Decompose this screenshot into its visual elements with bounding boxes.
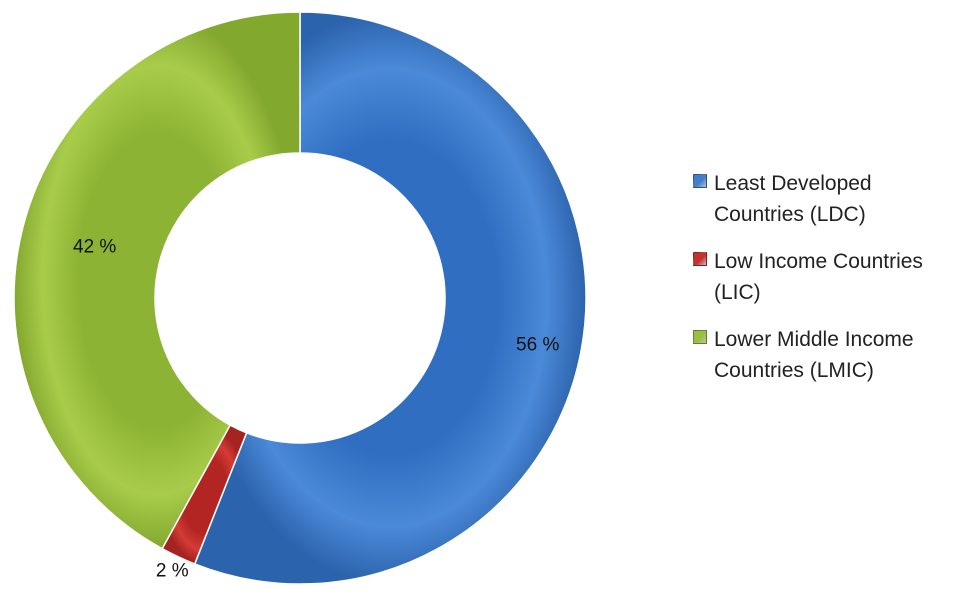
legend: Least Developed Countries (LDC) Low Inco… [693, 168, 955, 402]
legend-swatch-lic [693, 252, 707, 266]
legend-label-lmic: Lower Middle Income Countries (LMIC) [714, 328, 914, 382]
legend-label-lic: Low Income Countries (LIC) [714, 250, 923, 304]
legend-item-lic: Low Income Countries (LIC) [693, 246, 955, 308]
legend-item-lmic: Lower Middle Income Countries (LMIC) [693, 324, 955, 386]
data-label-ldc: 56 % [516, 334, 559, 355]
legend-swatch-lmic [693, 330, 707, 344]
slice-ldc [193, 11, 587, 585]
legend-item-ldc: Least Developed Countries (LDC) [693, 168, 955, 230]
data-label-lmic: 42 % [73, 236, 116, 257]
slice-lmic [13, 11, 301, 550]
donut-chart: 56 % 2 % 42 % [13, 11, 587, 585]
data-labels: 56 % 2 % 42 % [73, 236, 559, 581]
legend-swatch-ldc [693, 174, 707, 188]
donut-slices [13, 11, 587, 585]
legend-label-ldc: Least Developed Countries (LDC) [714, 172, 872, 226]
data-label-lic: 2 % [156, 560, 189, 581]
